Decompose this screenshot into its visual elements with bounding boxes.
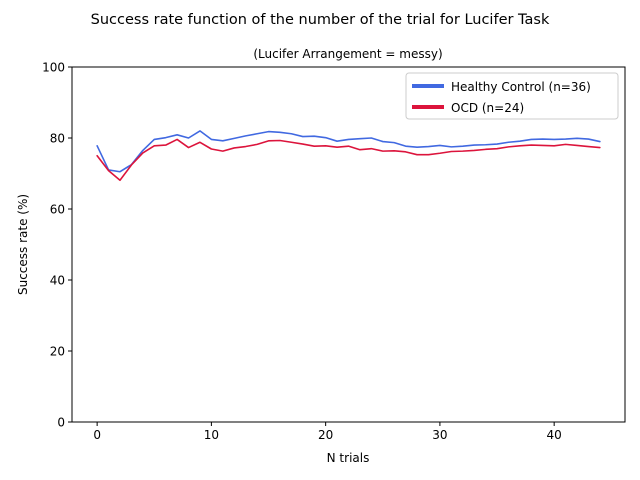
y-tick-label: 100 [42,61,65,75]
x-tick-label: 40 [547,428,562,442]
x-axis-ticks: 0 10 20 30 40 [93,422,562,442]
x-tick-label: 10 [204,428,219,442]
legend-box [405,72,619,120]
x-tick-label: 20 [318,428,333,442]
x-axis-label: N trials [327,451,370,465]
legend-label-ocd: OCD (n=24) [451,101,524,115]
y-tick-label: 0 [57,416,65,430]
x-tick-label: 30 [432,428,447,442]
series-line-healthy-control [96,130,601,173]
y-tick-label: 60 [50,203,65,217]
chart-subtitle: (Lucifer Arrangement = messy) [253,47,442,61]
legend: Healthy Control (n=36) OCD (n=24) [405,72,619,120]
y-tick-label: 40 [50,274,65,288]
chart-title: Success rate function of the number of t… [91,12,550,28]
y-axis-ticks: 0 20 40 60 80 100 [42,61,72,430]
y-axis-label: Success rate (%) [16,194,30,295]
plot-area-frame [71,66,626,423]
legend-label-healthy-control: Healthy Control (n=36) [451,80,591,94]
y-tick-label: 80 [50,132,65,146]
y-tick-label: 20 [50,345,65,359]
series-line-ocd [96,138,601,182]
series-layer [96,130,601,182]
x-tick-label: 0 [93,428,101,442]
